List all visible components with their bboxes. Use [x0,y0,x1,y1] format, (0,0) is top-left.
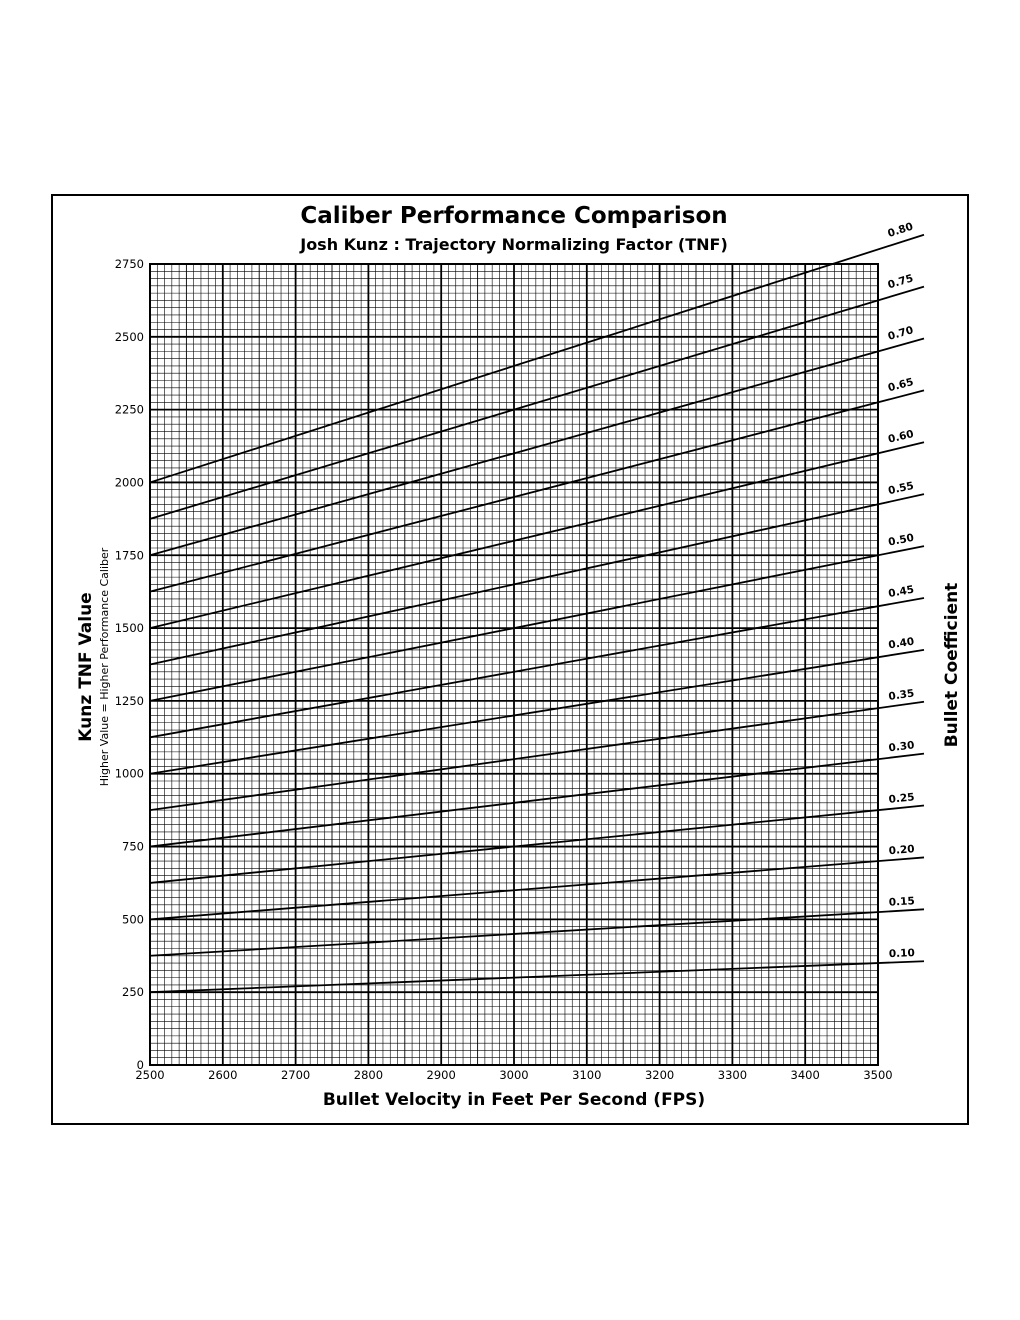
bc-line-0_25 [149,804,925,884]
bc-line-0_75 [149,285,925,520]
bc-label-0_45: 0.45 [887,584,915,600]
bc-label-0_25: 0.25 [888,791,915,806]
y-tick-label: 2000 [115,475,144,489]
bc-line-0_70 [149,337,925,557]
bc-label-0_80: 0.80 [886,221,914,240]
bc-line-0_65 [149,389,925,593]
y-tick-label: 500 [122,912,144,926]
bc-line-0_80 [149,233,925,484]
x-tick-label: 3100 [572,1068,601,1082]
x-tick-label: 2800 [354,1068,383,1082]
y-tick-label: 1000 [115,767,144,781]
x-tick-label: 3400 [791,1068,820,1082]
y-tick-label: 1500 [115,621,144,635]
grid [149,263,879,1066]
bc-line-0_10 [149,960,925,994]
bc-line-0_35 [149,700,925,812]
x-axis-label: Bullet Velocity in Feet Per Second (FPS) [323,1090,705,1110]
y-tick-label: 0 [137,1058,144,1072]
y-axis-note: Higher Value = Higher Performance Calibe… [98,547,111,786]
x-tick-label: 2600 [208,1068,237,1082]
bc-label-0_55: 0.55 [887,480,915,497]
bc-line-0_40 [149,648,925,775]
bc-line-0_60 [149,441,925,629]
y-tick-label: 2750 [115,257,144,271]
y-tick-label: 250 [122,985,144,999]
bc-label-0_10: 0.10 [889,947,915,960]
bc-label-0_50: 0.50 [887,532,915,549]
chart-subtitle: Josh Kunz : Trajectory Normalizing Facto… [299,235,728,254]
bc-label-0_20: 0.20 [888,843,915,857]
y-tick-label: 1250 [115,694,144,708]
labels: Caliber Performance Comparison Josh Kunz… [76,203,962,1110]
x-tick-label: 2500 [135,1068,164,1082]
bc-label-0_35: 0.35 [888,687,915,702]
bc-label-0_60: 0.60 [887,428,915,446]
bc-line-0_20 [149,856,925,921]
x-tick-label: 2900 [427,1068,456,1082]
bullet-coefficient-label: Bullet Coefficient [942,583,962,748]
bc-line-0_15 [149,908,925,957]
x-tick-label: 3500 [863,1068,892,1082]
bc-line-0_50 [149,545,925,702]
y-tick-label: 2500 [115,330,144,344]
y-axis-label: Kunz TNF Value [76,592,96,741]
bc-label-0_15: 0.15 [888,895,915,909]
y-tick-label: 1750 [115,548,144,562]
bc-line-0_30 [149,752,925,848]
bc-label-0_65: 0.65 [887,376,915,394]
bc-lines [149,233,925,994]
x-tick-label: 3000 [499,1068,528,1082]
y-tick-label: 2250 [115,403,144,417]
bc-line-0_55 [149,493,925,666]
x-tick-label: 3300 [718,1068,747,1082]
chart-title: Caliber Performance Comparison [300,203,727,229]
bc-line-0_45 [149,597,925,739]
chart-frame [51,194,969,1125]
bc-label-0_75: 0.75 [886,272,914,291]
x-tick-label: 3200 [645,1068,674,1082]
bc-label-0_70: 0.70 [887,324,915,343]
x-tick-label: 2700 [281,1068,310,1082]
y-tick-label: 750 [122,840,144,854]
bc-label-0_30: 0.30 [888,739,915,754]
bc-label-0_40: 0.40 [888,636,915,652]
